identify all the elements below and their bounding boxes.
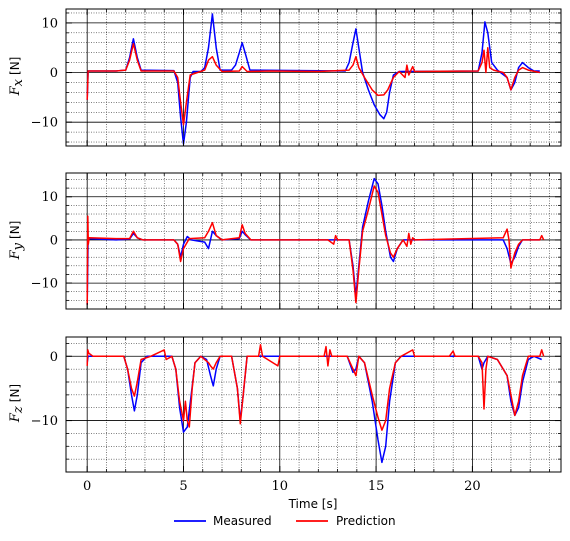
- panel-fx: 10 0 −10 Fx [N]: [8, 8, 562, 147]
- svg-text:Fz[N]: Fz [N]: [8, 384, 26, 423]
- y-tick-label: 0: [50, 66, 58, 81]
- panel-fy-ylabel-main: F: [8, 249, 23, 260]
- panel-fz-series: [86, 343, 545, 464]
- y-tick-label: −10: [31, 277, 58, 292]
- panel-fz: 0 −10 0 5 10 15 20 Fz [N]: [8, 336, 562, 494]
- panel-fz-ylabel-main: F: [8, 412, 23, 423]
- x-tick-label: 10: [272, 479, 289, 494]
- panel-fz-ylabel-sub: z: [11, 406, 26, 414]
- panel-fy-frame: [65, 172, 562, 310]
- legend: Measured Prediction: [174, 514, 396, 528]
- panel-fy: 10 0 −10 Fy [N]: [8, 172, 562, 310]
- panel-fz-frame: [65, 336, 562, 473]
- panel-fy-ylabel: Fy [N]: [8, 221, 26, 261]
- panel-fy-ylabel-sub: y: [11, 242, 26, 251]
- legend-label-prediction: Prediction: [336, 514, 396, 528]
- svg-text:Fy[N]: Fy [N]: [8, 221, 26, 261]
- series-line-prediction: [86, 343, 545, 431]
- panel-fx-frame: [65, 8, 562, 147]
- y-tick-label: −10: [31, 414, 58, 429]
- panel-fz-ylabel-unit: [N]: [8, 384, 22, 402]
- x-tick-label: 0: [83, 479, 91, 494]
- panel-fx-ylabel: Fx [N]: [8, 57, 26, 97]
- panel-fx-series: [86, 13, 540, 145]
- panel-fx-ylabel-sub: x: [11, 78, 26, 86]
- panel-fz-ticks: 0 −10 0 5 10 15 20: [31, 337, 561, 494]
- y-tick-label: 0: [50, 350, 58, 365]
- panel-fy-ylabel-unit: [N]: [8, 221, 22, 239]
- series-line-prediction: [86, 185, 545, 305]
- x-tick-label: 15: [368, 479, 385, 494]
- x-tick-label: 5: [179, 479, 187, 494]
- y-tick-label: −10: [31, 116, 58, 131]
- svg-text:Fx[N]: Fx [N]: [8, 57, 26, 97]
- y-tick-label: 0: [50, 233, 58, 248]
- y-tick-label: 10: [41, 16, 58, 31]
- y-tick-label: 10: [41, 190, 58, 205]
- panel-fx-ylabel-unit: [N]: [8, 57, 22, 75]
- panel-fy-series: [86, 177, 545, 305]
- legend-label-measured: Measured: [213, 514, 272, 528]
- panel-fy-grid: [66, 173, 561, 310]
- x-axis-label: Time [s]: [288, 497, 338, 511]
- series-line-prediction: [86, 42, 540, 126]
- panel-fx-ylabel-main: F: [8, 85, 23, 96]
- panel-fx-grid: [66, 9, 561, 146]
- x-tick-label: 20: [464, 479, 481, 494]
- panel-fz-ylabel: Fz [N]: [8, 384, 26, 423]
